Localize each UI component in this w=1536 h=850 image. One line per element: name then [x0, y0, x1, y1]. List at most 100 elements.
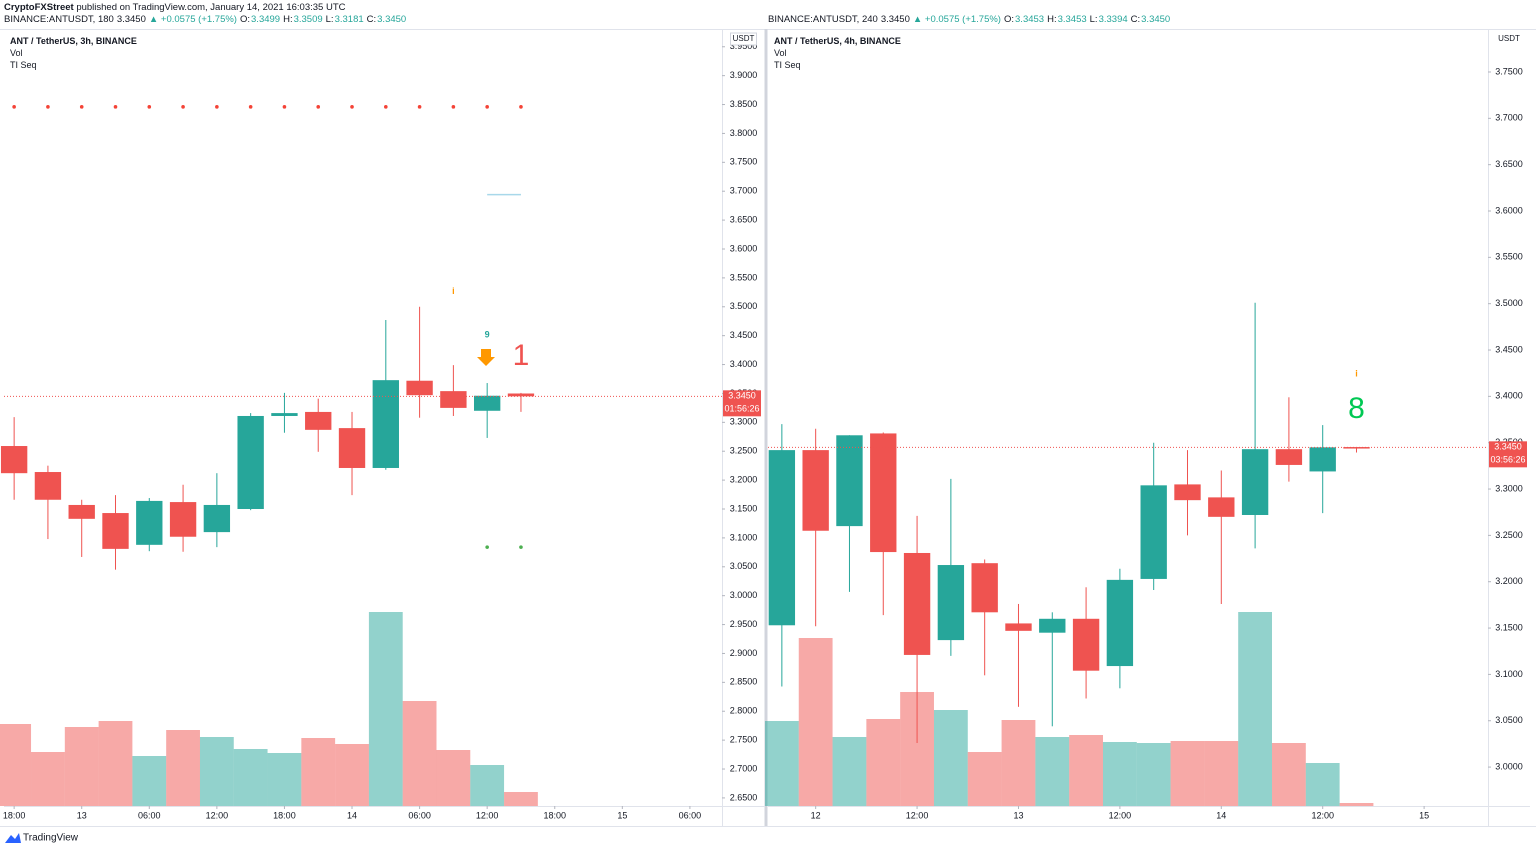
volume-bar — [1136, 743, 1171, 806]
volume-bar — [967, 752, 1002, 806]
seq-dot — [519, 545, 523, 549]
y-tick-label: 2.8000 — [730, 706, 758, 716]
volume-bar — [98, 721, 133, 806]
candle-body — [1208, 497, 1235, 517]
candle-body — [1275, 449, 1303, 465]
publish-line: CryptoFXStreet published on TradingView.… — [4, 2, 349, 13]
y-tick-label: 3.7500 — [730, 157, 758, 167]
seq-dot — [181, 105, 185, 109]
seq-dot — [519, 105, 523, 109]
candle-body — [338, 428, 366, 468]
y-tick-label: 3.4000 — [1495, 391, 1523, 401]
y-tick-label: 3.2000 — [730, 474, 758, 484]
signal-label: 9 — [485, 329, 490, 339]
ohlc-key: O: — [1003, 14, 1015, 25]
candle-body — [1039, 618, 1066, 633]
candle-body — [937, 565, 965, 641]
symbol: BINANCE:ANTUSDT, 240 — [768, 14, 878, 25]
volume-bar — [267, 753, 302, 806]
seq-dot — [248, 105, 253, 109]
ohlc-value: 3.3394 — [1098, 14, 1128, 25]
volume-bar — [470, 765, 505, 806]
seq-dot — [113, 105, 118, 109]
seq-dot — [282, 105, 287, 109]
candle-body — [271, 413, 298, 416]
y-tick-label: 3.2500 — [1495, 530, 1523, 540]
x-tick-label: 12 — [811, 810, 821, 820]
y-tick-label: 2.8500 — [730, 677, 758, 687]
seq-dot — [451, 105, 456, 109]
last-price-box — [723, 390, 761, 417]
indicator-name: Vol — [774, 48, 787, 58]
ohlc-key: L: — [325, 14, 334, 25]
volume-bar — [132, 756, 167, 806]
y-tick-label: 3.1000 — [730, 532, 758, 542]
volume-bar — [301, 738, 336, 806]
candle-body — [169, 502, 197, 537]
candle-body — [768, 450, 796, 626]
volume-bar — [1204, 741, 1239, 806]
candle-body — [0, 446, 28, 474]
x-tick-label: 18:00 — [273, 810, 296, 820]
ohlc-key: L: — [1089, 14, 1098, 25]
y-tick-label: 3.8000 — [730, 128, 758, 138]
y-tick-label: 3.9500 — [730, 41, 758, 51]
y-tick-label: 3.6500 — [730, 214, 758, 224]
y-tick-label: 2.9500 — [730, 619, 758, 629]
countdown: 03:56:26 — [1490, 455, 1525, 465]
signal-label: i — [452, 286, 455, 296]
candle-body — [802, 450, 829, 531]
unit-box — [730, 32, 757, 46]
publisher: CryptoFXStreet — [4, 2, 74, 13]
count-label: 1 — [513, 339, 530, 372]
candle-body — [1005, 623, 1032, 631]
countdown: 01:56:26 — [724, 404, 759, 414]
seq-dot — [485, 545, 489, 549]
x-tick-label: 18:00 — [3, 810, 26, 820]
ohlc-value: 3.3453 — [1015, 14, 1045, 25]
x-tick-label: 06:00 — [408, 810, 431, 820]
brand-logo — [5, 833, 21, 843]
volume-bar — [866, 719, 901, 806]
symbol-header: BINANCE:ANTUSDT, 180 3.3450 ▲ +0.0575 (+1.… — [4, 14, 409, 25]
y-tick-label: 3.5500 — [730, 272, 758, 282]
volume-bar — [1069, 735, 1103, 806]
candle-body — [440, 391, 467, 408]
y-tick-label: 3.2500 — [730, 446, 758, 456]
y-tick-label: 3.7000 — [730, 186, 758, 196]
y-tick-label: 3.6500 — [1495, 159, 1523, 169]
seq-dot — [485, 105, 489, 109]
candle-body — [34, 472, 62, 500]
candle-body — [203, 504, 231, 533]
y-tick-label: 2.6500 — [730, 792, 758, 802]
y-tick-label: 3.1000 — [1495, 669, 1523, 679]
y-tick-label: 3.5000 — [1495, 298, 1523, 308]
x-tick-label: 12:00 — [476, 810, 499, 820]
volume-bar — [199, 737, 234, 806]
volume-bar — [1035, 737, 1070, 806]
volume-bar — [166, 730, 200, 806]
unit-box — [1496, 33, 1522, 45]
seq-dot — [215, 105, 219, 109]
ohlc-value: 3.3499 — [251, 14, 281, 25]
ohlc-value: 3.3509 — [293, 14, 323, 25]
volume-bar — [335, 744, 369, 806]
y-tick-label: 3.4500 — [1495, 344, 1523, 354]
published: published on TradingView.com, January 14… — [76, 2, 346, 13]
candle-body — [836, 435, 863, 527]
volume-bar — [0, 724, 32, 806]
seq-dot — [12, 105, 16, 109]
y-tick-label: 3.0000 — [730, 590, 758, 600]
change: ▲ +0.0575 (+1.75%) — [148, 14, 237, 25]
y-tick-label: 2.7500 — [730, 735, 758, 745]
candle-body — [1241, 449, 1269, 515]
volume-bar — [764, 721, 799, 806]
seq-dot — [147, 105, 152, 109]
candle-body — [1174, 484, 1201, 501]
pane-legend: ANT / TetherUS, 4h, BINANCE Vol TI Seq — [774, 35, 901, 71]
volume-bar — [233, 749, 268, 806]
count-label: 8 — [1348, 392, 1365, 425]
y-tick-label: 3.4000 — [730, 359, 758, 369]
indicator-name: TI Seq — [10, 60, 37, 70]
signal-label: i — [1355, 368, 1358, 378]
